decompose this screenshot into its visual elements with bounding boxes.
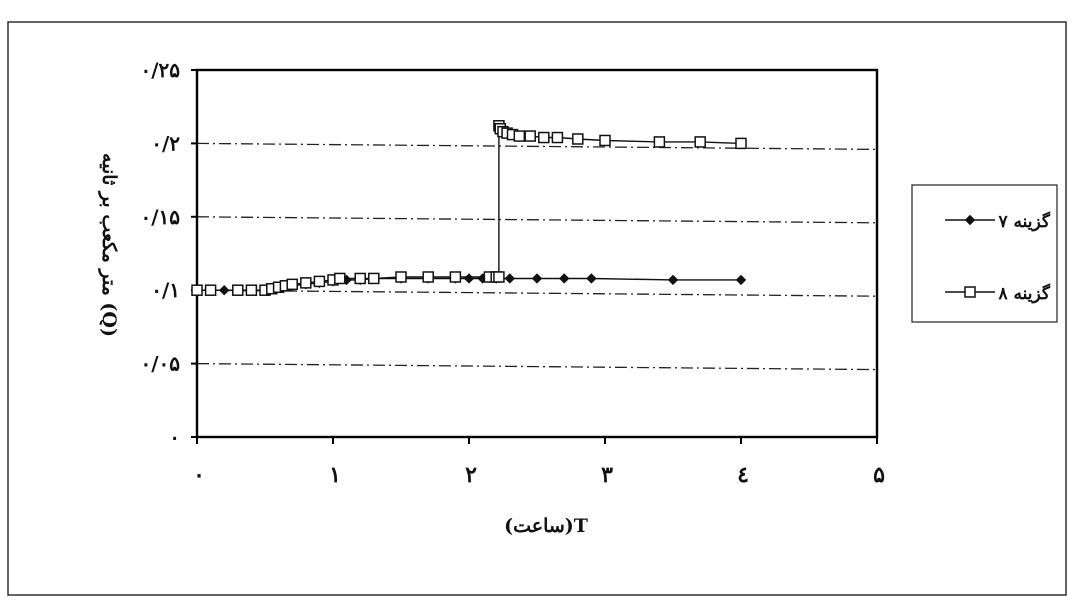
data-point bbox=[300, 277, 312, 289]
x-tick-label: ۳ bbox=[601, 462, 613, 488]
legend-marker bbox=[964, 214, 976, 226]
x-axis-ticks: ۰ ۱ ۲ ۳ ٤ ۵ bbox=[193, 437, 885, 488]
data-point bbox=[735, 274, 747, 286]
x-tick-label: ۲ bbox=[465, 462, 477, 488]
data-point bbox=[286, 278, 298, 291]
y-axis-ticks: ۰ ۰/۰۵ ۰/۱ ۰/۱۵ ۰/۲ ۰/۲۵ bbox=[140, 58, 197, 449]
series-layer bbox=[191, 120, 747, 296]
data-point bbox=[572, 133, 584, 145]
data-point bbox=[449, 271, 462, 283]
data-point bbox=[313, 275, 326, 288]
y-axis-label: متر مکعب بر ثانیه (Q) bbox=[98, 153, 120, 337]
y-tick-label: ۰/۲ bbox=[151, 131, 180, 155]
data-point bbox=[524, 130, 536, 142]
y-tick-label: ۰/۱۵ bbox=[140, 205, 180, 229]
gridline bbox=[196, 289, 878, 297]
legend-box bbox=[911, 184, 1058, 323]
data-point bbox=[368, 272, 380, 285]
data-point bbox=[735, 137, 747, 150]
data-point bbox=[334, 272, 346, 285]
data-point bbox=[354, 272, 366, 285]
data-point bbox=[232, 284, 244, 296]
legend: گزینه ۷ گزینه ۸ bbox=[911, 184, 1058, 323]
legend-items: گزینه ۷ گزینه ۸ bbox=[945, 211, 1051, 304]
legend-marker bbox=[964, 286, 976, 298]
data-point bbox=[504, 273, 516, 284]
data-point bbox=[531, 273, 543, 284]
data-point bbox=[513, 130, 526, 142]
y-tick-label: ۰ bbox=[169, 425, 180, 449]
data-point bbox=[599, 134, 611, 147]
data-point bbox=[395, 271, 407, 283]
data-point bbox=[586, 273, 597, 284]
legend-label: گزینه ۸ bbox=[997, 283, 1050, 304]
data-point bbox=[653, 136, 666, 148]
outer-frame bbox=[7, 21, 1067, 596]
data-point bbox=[191, 284, 203, 296]
data-point bbox=[245, 284, 258, 296]
legend-label: گزینه ۷ bbox=[997, 211, 1050, 232]
x-axis-label: (ساعت)T bbox=[504, 515, 588, 537]
y-tick-label: ۰/۱ bbox=[151, 278, 180, 302]
data-point bbox=[422, 271, 434, 283]
data-point bbox=[694, 136, 706, 148]
series-2 bbox=[191, 120, 747, 296]
data-point bbox=[204, 284, 217, 296]
x-tick-label: ۰ bbox=[193, 462, 205, 488]
x-tick-label: ۱ bbox=[329, 462, 341, 488]
y-tick-label: ۰/۰۵ bbox=[140, 352, 180, 376]
x-tick-label: ٤ bbox=[737, 462, 749, 488]
y-tick-label: ۰/۲۵ bbox=[140, 58, 180, 82]
data-point bbox=[538, 131, 550, 144]
data-point bbox=[551, 131, 564, 144]
data-point bbox=[558, 273, 570, 284]
x-tick-label: ۵ bbox=[873, 462, 885, 488]
data-point bbox=[667, 274, 679, 286]
gridline bbox=[196, 362, 878, 371]
data-point bbox=[493, 271, 505, 283]
plot-area bbox=[195, 68, 879, 439]
gridline bbox=[196, 216, 878, 224]
gridline bbox=[196, 142, 878, 151]
gridlines bbox=[196, 142, 878, 371]
